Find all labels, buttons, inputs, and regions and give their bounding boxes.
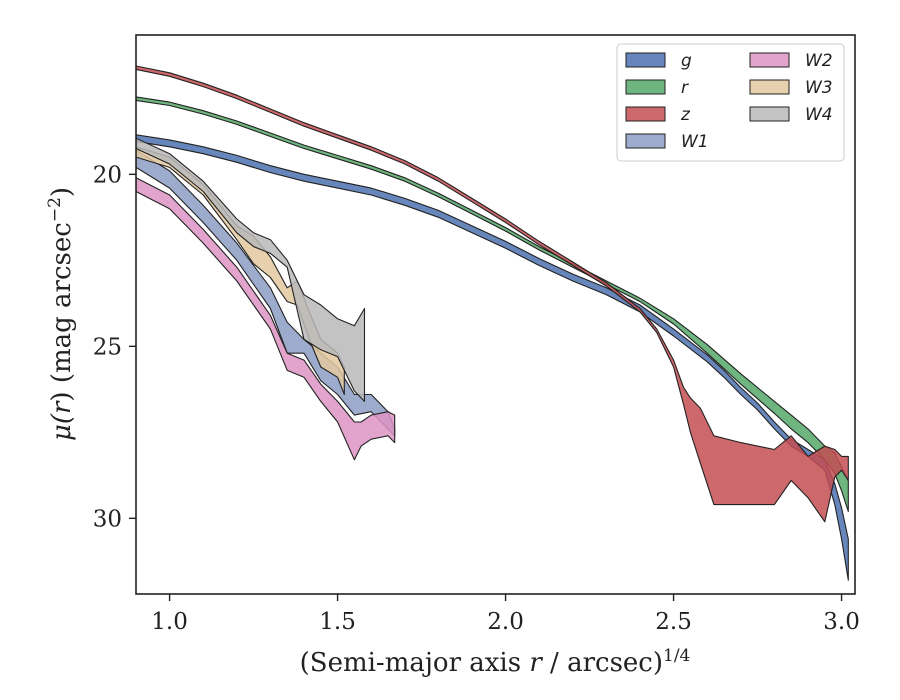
x-tick-label: 3.0 <box>823 609 860 635</box>
series-band-w2 <box>136 177 396 461</box>
legend-swatch-w1 <box>625 133 666 149</box>
series-band-w4 <box>136 137 366 402</box>
legend-label-w3: W3 <box>805 78 833 98</box>
legend-swatch-w3 <box>749 79 790 95</box>
series-band-r <box>136 96 849 512</box>
legend-swatch-w2 <box>749 52 790 68</box>
legend-label-w2: W2 <box>805 51 833 71</box>
series-band-g <box>136 134 849 581</box>
x-tick-label: 1.0 <box>151 609 188 635</box>
legend-swatch-g <box>625 52 666 68</box>
x-tick-label: 2.5 <box>655 609 692 635</box>
x-tick-label: 2.0 <box>487 609 524 635</box>
y-tick-label: 30 <box>93 506 122 532</box>
y-tick-label: 20 <box>93 162 122 188</box>
legend-label-r: r <box>681 78 689 98</box>
ticks-layer: 1.0 1.5 2.0 2.5 3.0 20 25 30 <box>93 162 860 635</box>
legend-swatch-r <box>625 79 666 95</box>
legend-swatch-z <box>625 106 666 122</box>
legend: grz W1 W2 W3 W4 <box>616 43 845 162</box>
legend-swatch-w4 <box>749 106 790 122</box>
y-tick-label: 25 <box>93 334 122 360</box>
x-axis-label: (Semi-major axis r / arcsec)1/4 <box>300 646 691 678</box>
legend-label-z: z <box>680 105 691 125</box>
x-tick-label: 1.5 <box>319 609 356 635</box>
plot-frame <box>135 34 856 595</box>
series-band-z <box>136 65 849 523</box>
legend-label-w4: W4 <box>805 105 833 125</box>
y-axis-label: μ(r) (mag arcsec−2) <box>45 187 77 441</box>
legend-box <box>616 43 845 162</box>
legend-label-g: g <box>681 51 692 71</box>
legend-label-w1: W1 <box>681 132 709 152</box>
series-layer <box>136 65 849 581</box>
